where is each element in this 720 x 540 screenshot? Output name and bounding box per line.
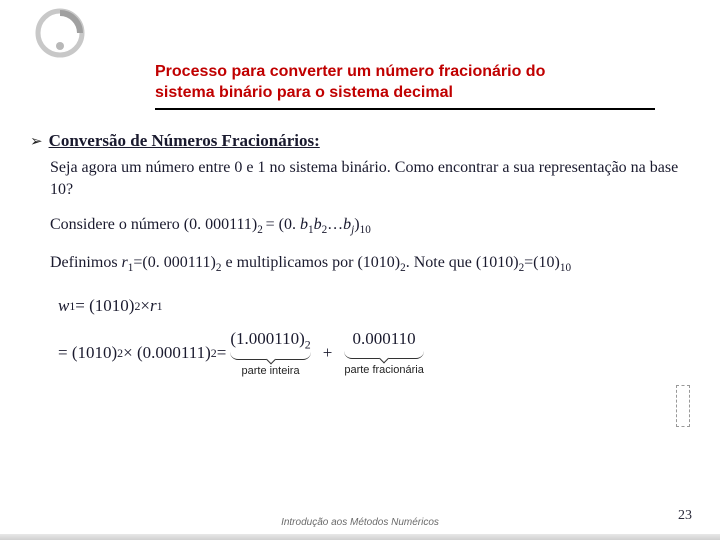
p2-dots: … xyxy=(327,216,343,233)
eq-plus: + xyxy=(323,342,333,365)
frac-val: 0.000110 xyxy=(353,328,416,351)
p3-a: Definimos xyxy=(50,254,122,271)
arrow-bullet-icon: ➢ xyxy=(30,132,43,152)
underbrace-icon xyxy=(344,349,424,359)
int-label: parte inteira xyxy=(241,364,299,379)
equation-block: w1 = (1010)2 × r1 = (1010)2 × (0.000111)… xyxy=(58,295,690,379)
eq-line-1: w1 = (1010)2 × r1 xyxy=(58,295,690,318)
paragraph-3: Definimos r1=(0. 000111)2 e multiplicamo… xyxy=(50,252,690,276)
p2-s10: 10 xyxy=(360,224,371,236)
p2-b2: b xyxy=(314,216,322,233)
int-part-group: (1.000110)2 parte inteira xyxy=(230,328,310,379)
eq-line-2: = (1010)2 × (0.000111)2 = (1.000110)2 pa… xyxy=(58,328,690,379)
p3-b: =(0. 000111) xyxy=(133,254,216,271)
int-part-value: (1.000110)2 xyxy=(230,328,310,352)
footer-text: Introdução aos Métodos Numéricos xyxy=(0,517,720,528)
eq-times1: × xyxy=(140,295,150,318)
slide-title-line1: Processo para converter um número fracio… xyxy=(155,62,655,83)
p2-sub2: 2 xyxy=(257,224,265,236)
eq-r1: 1 xyxy=(157,298,163,314)
p2-b1: b xyxy=(300,216,308,233)
int-val: (1.000110) xyxy=(230,329,304,348)
p3-e: =(10) xyxy=(524,254,560,271)
slide-title-line2: sistema binário para o sistema decimal xyxy=(155,83,655,104)
paragraph-2: Considere o número (0. 000111)2 = (0. b1… xyxy=(50,214,690,238)
eq-w: w xyxy=(58,295,69,318)
eq2-a: = (1010) xyxy=(58,342,117,365)
p2-b: = (0. xyxy=(266,216,300,233)
frac-part-group: 0.000110 parte fracionária xyxy=(344,328,424,378)
page-number: 23 xyxy=(678,508,692,524)
logo-swirl xyxy=(35,8,85,58)
p3-c: e multiplicamos por (1010) xyxy=(221,254,400,271)
bullet-heading: ➢ Conversão de Números Fracionários: xyxy=(30,130,690,153)
p3-s10: 10 xyxy=(560,263,571,275)
p3-d: . Note que (1010) xyxy=(406,254,519,271)
eq2-eq: = xyxy=(217,342,227,365)
artifact-box xyxy=(676,385,690,427)
eq-lhs: = (1010) xyxy=(75,295,134,318)
p2-bj: b xyxy=(343,216,351,233)
section-heading: Conversão de Números Fracionários: xyxy=(49,130,320,153)
frac-label: parte fracionária xyxy=(344,363,424,378)
content-area: ➢ Conversão de Números Fracionários: Sej… xyxy=(30,130,690,389)
underbrace-icon xyxy=(230,350,310,360)
slide-title-block: Processo para converter um número fracio… xyxy=(155,62,655,110)
p2-a: Considere o número (0. 000111) xyxy=(50,216,257,233)
int-sub: 2 xyxy=(305,337,311,351)
paragraph-1: Seja agora um número entre 0 e 1 no sist… xyxy=(50,157,690,200)
eq-r: r xyxy=(150,295,157,318)
bottom-decorative-bar xyxy=(0,534,720,540)
eq2-b: × (0.000111) xyxy=(123,342,211,365)
